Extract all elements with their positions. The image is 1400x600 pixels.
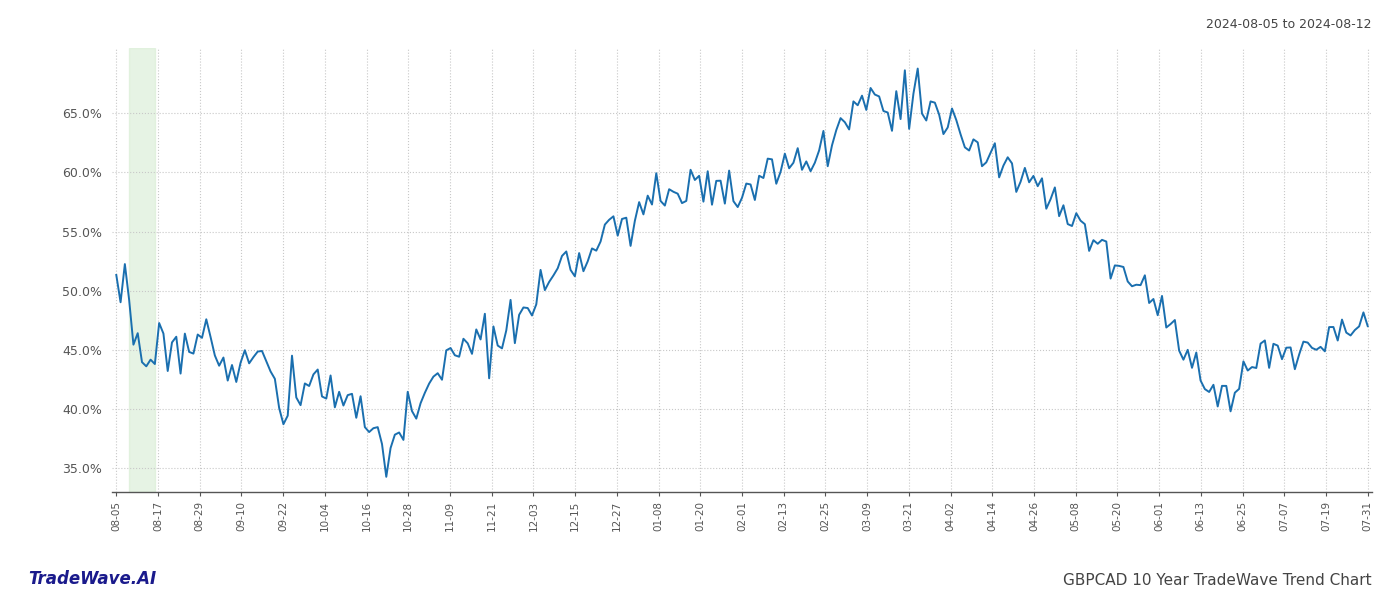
- Text: TradeWave.AI: TradeWave.AI: [28, 570, 157, 588]
- Text: GBPCAD 10 Year TradeWave Trend Chart: GBPCAD 10 Year TradeWave Trend Chart: [1064, 573, 1372, 588]
- Text: 2024-08-05 to 2024-08-12: 2024-08-05 to 2024-08-12: [1207, 18, 1372, 31]
- Bar: [129, 48, 155, 492]
